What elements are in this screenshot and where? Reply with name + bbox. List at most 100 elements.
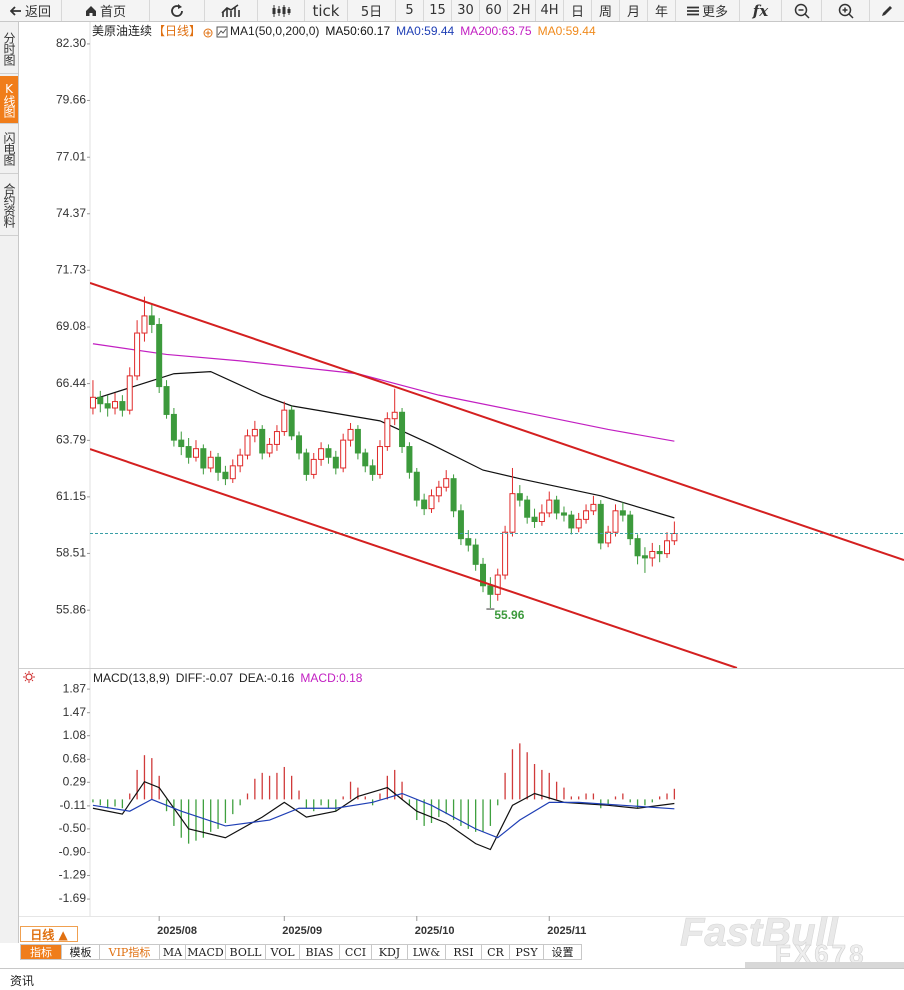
indicator-tab[interactable]: 设置 bbox=[544, 944, 582, 960]
candle-body bbox=[649, 550, 656, 559]
period-button[interactable]: 30 bbox=[452, 0, 480, 21]
watermark: FastBull bbox=[680, 911, 839, 955]
icon-part bbox=[203, 28, 213, 38]
period-button[interactable]: 2H bbox=[508, 0, 536, 21]
y-tick-label: 79.66 bbox=[56, 93, 86, 107]
trend-line bbox=[90, 281, 904, 562]
side-tab[interactable]: 分时图 bbox=[0, 24, 18, 74]
draw-button[interactable] bbox=[870, 0, 904, 21]
candle-body bbox=[97, 396, 104, 405]
indicator-tab[interactable]: CR bbox=[482, 944, 510, 960]
y-tick-label: 1.87 bbox=[63, 681, 87, 695]
period-button[interactable]: 5 bbox=[396, 0, 424, 21]
y-tick-label: 0.29 bbox=[63, 774, 87, 788]
candle-body bbox=[605, 531, 612, 544]
indicator-tab[interactable]: BIAS bbox=[300, 944, 340, 960]
pencil-icon bbox=[882, 5, 892, 16]
home-button[interactable]: 首页 bbox=[62, 0, 150, 21]
label: 4H bbox=[540, 3, 559, 18]
period-button[interactable]: 5日 bbox=[348, 0, 396, 21]
candle-body bbox=[619, 510, 626, 516]
legend-label: MA200:63.75 bbox=[460, 24, 532, 38]
back-icon bbox=[9, 5, 21, 16]
legend-label: 【日线】 bbox=[153, 24, 201, 38]
indicator-tab[interactable]: CCI bbox=[340, 944, 372, 960]
tick-button[interactable]: tick bbox=[305, 0, 348, 21]
bar-chart-button[interactable] bbox=[205, 0, 258, 21]
candle-body bbox=[251, 428, 258, 437]
indicator-tab[interactable]: MA bbox=[160, 944, 186, 960]
x-tick-label: 2025/08 bbox=[157, 925, 197, 937]
low-label: 55.96 bbox=[494, 608, 524, 622]
candle-body bbox=[575, 518, 582, 529]
formula-button[interactable]: fx bbox=[740, 0, 782, 21]
legend-label: MA0:59.44 bbox=[538, 24, 596, 38]
y-tick-label: 69.08 bbox=[56, 319, 86, 333]
candle-body bbox=[641, 555, 648, 559]
more-button[interactable]: 更多 bbox=[676, 0, 740, 21]
period-button[interactable]: 周 bbox=[592, 0, 620, 21]
candle-body bbox=[413, 471, 420, 501]
indicator-tab[interactable]: 指标 bbox=[20, 944, 62, 960]
candle-body bbox=[376, 446, 383, 475]
icon-part bbox=[205, 30, 211, 36]
candle-body bbox=[156, 323, 163, 388]
candle-chart-button[interactable] bbox=[258, 0, 305, 21]
period-button[interactable]: 60 bbox=[480, 0, 508, 21]
period-button[interactable]: 年 bbox=[648, 0, 676, 21]
x-tick-label: 2025/10 bbox=[415, 925, 455, 937]
period-button[interactable]: 月 bbox=[620, 0, 648, 21]
period-button[interactable]: 日 bbox=[564, 0, 592, 21]
refresh-button[interactable] bbox=[150, 0, 205, 21]
label: 周 bbox=[598, 5, 612, 20]
zoom-out-button[interactable] bbox=[782, 0, 822, 21]
side-tab-active[interactable]: K线图 bbox=[0, 76, 18, 124]
indicator-tab[interactable]: MACD bbox=[186, 944, 226, 960]
y-tick-label: 82.30 bbox=[56, 36, 86, 50]
legend-label: MA0:59.44 bbox=[396, 24, 454, 38]
candle-body bbox=[664, 540, 671, 555]
zoom-in-button[interactable] bbox=[822, 0, 870, 21]
indicator-tab[interactable]: KDJ bbox=[372, 944, 408, 960]
period-button[interactable]: 15 bbox=[424, 0, 452, 21]
candle-body bbox=[369, 465, 376, 475]
y-tick-label: 1.47 bbox=[63, 705, 87, 719]
indicator-tab[interactable]: 模板 bbox=[62, 944, 100, 960]
indicator-tab[interactable]: VOL bbox=[266, 944, 300, 960]
candle-body bbox=[126, 375, 133, 411]
side-tab[interactable]: 闪电图 bbox=[0, 124, 18, 174]
side-tab[interactable]: 合约资料 bbox=[0, 174, 18, 236]
back-button[interactable]: 返回 bbox=[0, 0, 62, 21]
legend-label: MA1(50,0,200,0) bbox=[230, 24, 319, 38]
indicator-tab[interactable]: VIP指标 bbox=[100, 944, 160, 960]
candle-body bbox=[627, 514, 634, 540]
menu-icon bbox=[686, 6, 699, 15]
indicator-tab[interactable]: LW& bbox=[408, 944, 446, 960]
legend-label: DIFF:-0.07 bbox=[176, 671, 234, 685]
candle-body bbox=[303, 452, 310, 475]
candle-body bbox=[435, 486, 442, 497]
candle-body bbox=[244, 435, 251, 456]
footer-tab[interactable]: 资讯 bbox=[10, 974, 35, 988]
candle-body bbox=[112, 401, 119, 409]
zoom-in-icon bbox=[838, 3, 854, 19]
indicator-tab[interactable]: RSI bbox=[446, 944, 482, 960]
candle-body bbox=[259, 428, 266, 454]
sidebar: 分时图 K线图 闪电图 合约资料 bbox=[0, 22, 19, 943]
legend-label: MA50:60.17 bbox=[325, 24, 390, 38]
scrollbar[interactable] bbox=[745, 962, 904, 968]
candle-body bbox=[391, 411, 398, 420]
candle-body bbox=[494, 574, 501, 595]
candle-body bbox=[148, 315, 155, 325]
period-button[interactable]: 4H bbox=[536, 0, 564, 21]
zoom-out-icon bbox=[794, 3, 810, 19]
indicator-tab[interactable]: PSY bbox=[510, 944, 544, 960]
period-selector[interactable]: 日线 ▲ bbox=[20, 926, 78, 942]
candle-body bbox=[487, 585, 494, 595]
candle-body bbox=[568, 514, 575, 529]
candle-body bbox=[465, 538, 472, 546]
label: 30 bbox=[457, 3, 474, 18]
candle-body bbox=[354, 428, 361, 454]
indicator-tab[interactable]: BOLL bbox=[226, 944, 266, 960]
